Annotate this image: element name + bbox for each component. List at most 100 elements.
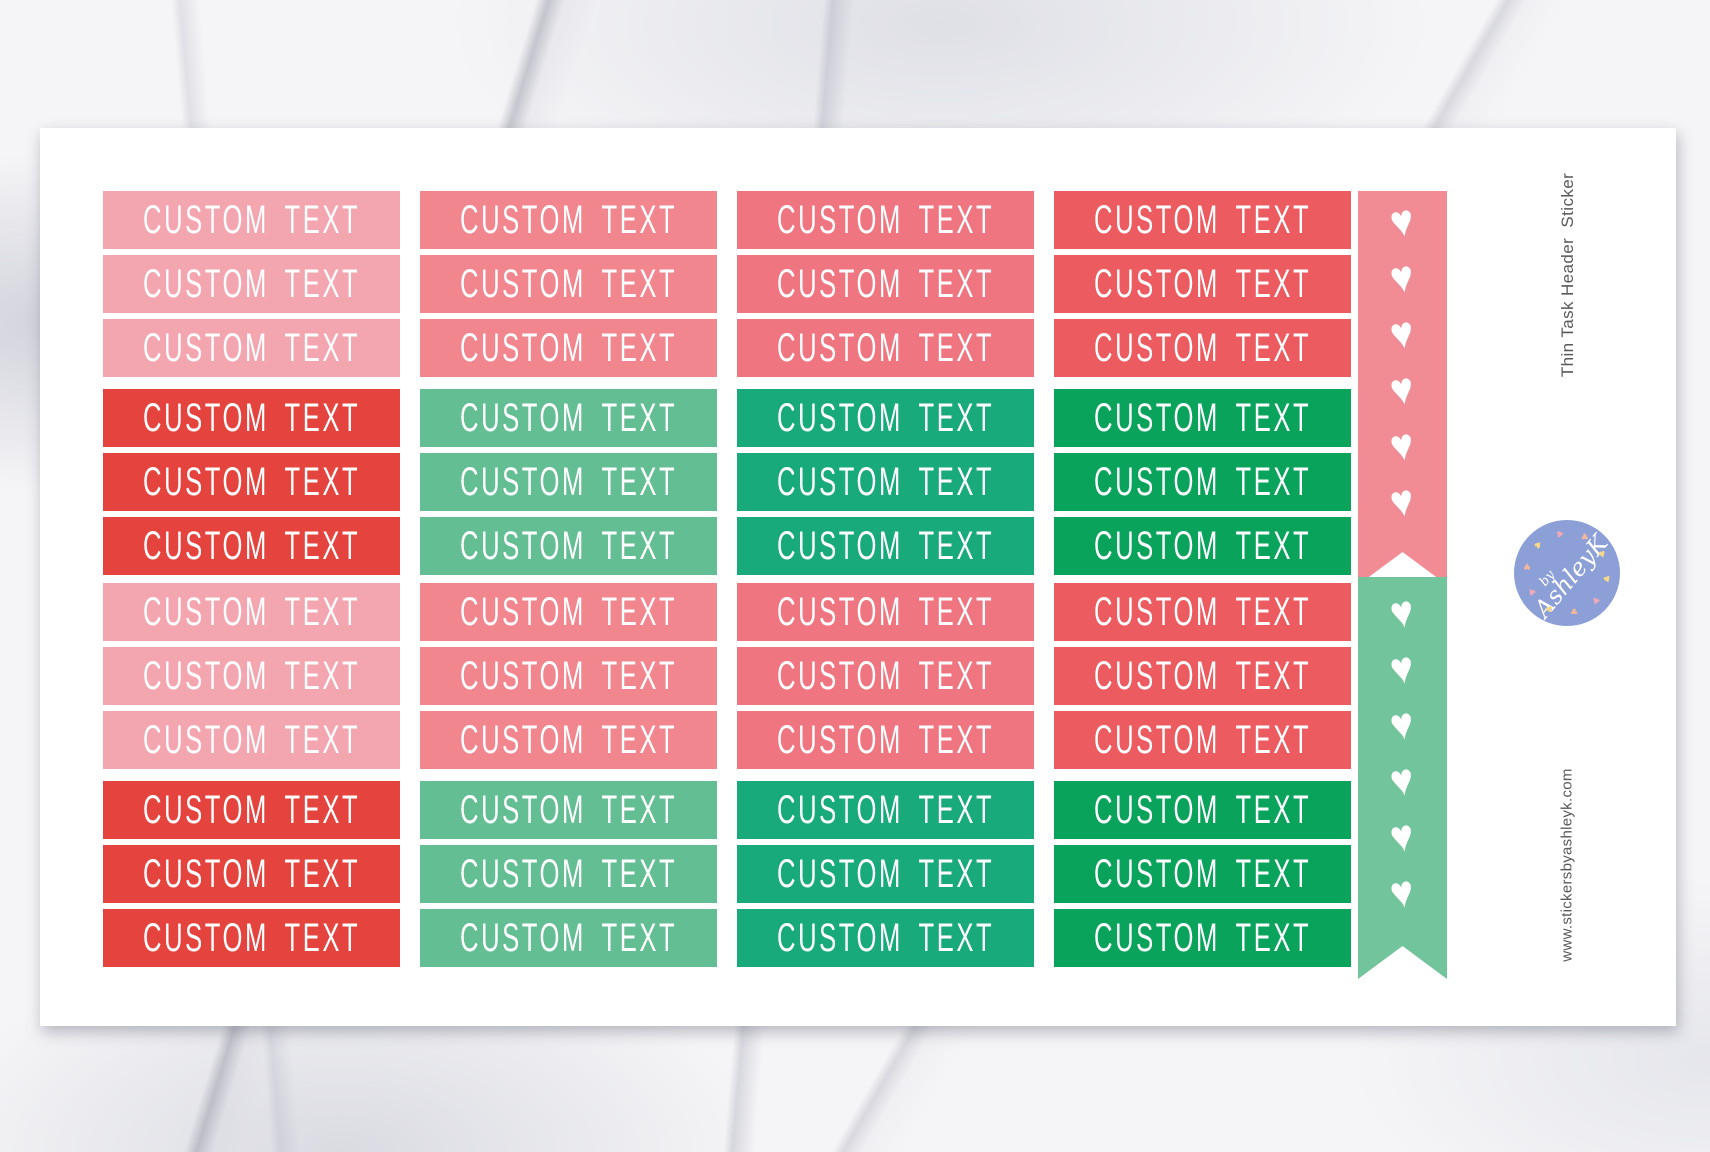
sticker-label: CUSTOM TEXT [776,654,995,698]
task-header-sticker: CUSTOM TEXT [737,389,1034,447]
sticker-label: CUSTOM TEXT [776,262,995,306]
logo-heart-icon: ♥ [1566,605,1582,619]
logo-heart-icon: ♥ [1523,560,1531,575]
sticker-label: CUSTOM TEXT [776,460,995,504]
product-name-vertical: Thin Task Header Sticker [1558,172,1577,378]
task-header-sticker: CUSTOM TEXT [737,583,1034,641]
task-header-sticker: CUSTOM TEXT [1054,319,1351,377]
task-header-sticker: CUSTOM TEXT [737,319,1034,377]
sticker-label: CUSTOM TEXT [776,524,995,568]
task-header-sticker: CUSTOM TEXT [1054,389,1351,447]
sticker-label: CUSTOM TEXT [459,718,678,762]
sticker-label: CUSTOM TEXT [1093,198,1312,242]
heart-strip-green: ♥ ♥ ♥ ♥ ♥ ♥ [1358,577,1447,979]
heart-icon: ♥ [1386,753,1419,808]
task-header-sticker: CUSTOM TEXT [737,909,1034,967]
task-header-sticker: CUSTOM TEXT [103,255,400,313]
sticker-label: CUSTOM TEXT [142,460,361,504]
sticker-label: CUSTOM TEXT [1093,788,1312,832]
sticker-label: CUSTOM TEXT [459,788,678,832]
heart-icon: ♥ [1386,306,1419,361]
heart-icon: ♥ [1386,362,1419,417]
task-header-sticker: CUSTOM TEXT [1054,255,1351,313]
sticker-label: CUSTOM TEXT [459,654,678,698]
sticker-label: CUSTOM TEXT [142,262,361,306]
task-header-sticker: CUSTOM TEXT [1054,191,1351,249]
sticker-label: CUSTOM TEXT [142,326,361,370]
task-header-sticker: CUSTOM TEXT [737,255,1034,313]
task-header-sticker: CUSTOM TEXT [737,453,1034,511]
task-header-sticker: CUSTOM TEXT [420,711,717,769]
task-header-sticker: CUSTOM TEXT [420,647,717,705]
task-header-sticker: CUSTOM TEXT [103,583,400,641]
task-header-sticker: CUSTOM TEXT [1054,781,1351,839]
task-header-sticker: CUSTOM TEXT [737,711,1034,769]
sticker-label: CUSTOM TEXT [1093,718,1312,762]
task-header-sticker: CUSTOM TEXT [420,781,717,839]
task-header-sticker: CUSTOM TEXT [737,517,1034,575]
sticker-label: CUSTOM TEXT [459,590,678,634]
task-header-sticker: CUSTOM TEXT [1054,583,1351,641]
task-header-sticker: CUSTOM TEXT [420,255,717,313]
logo-heart-icon: ♥ [1590,592,1602,609]
sticker-label: CUSTOM TEXT [1093,654,1312,698]
heart-icon: ♥ [1386,194,1419,249]
sticker-label: CUSTOM TEXT [776,718,995,762]
task-header-sticker: CUSTOM TEXT [737,781,1034,839]
sticker-label: CUSTOM TEXT [1093,396,1312,440]
heart-icon: ♥ [1386,585,1419,640]
task-header-sticker: CUSTOM TEXT [420,909,717,967]
task-header-sticker: CUSTOM TEXT [1054,845,1351,903]
sticker-label: CUSTOM TEXT [142,718,361,762]
sticker-label: CUSTOM TEXT [1093,916,1312,960]
task-header-sticker: CUSTOM TEXT [103,453,400,511]
sticker-label: CUSTOM TEXT [776,590,995,634]
task-header-sticker: CUSTOM TEXT [420,453,717,511]
task-header-sticker: CUSTOM TEXT [420,845,717,903]
sticker-label: CUSTOM TEXT [142,788,361,832]
sticker-label: CUSTOM TEXT [1093,326,1312,370]
task-header-sticker: CUSTOM TEXT [1054,647,1351,705]
sticker-label: CUSTOM TEXT [1093,524,1312,568]
task-header-sticker: CUSTOM TEXT [103,517,400,575]
sticker-label: CUSTOM TEXT [459,262,678,306]
task-header-sticker: CUSTOM TEXT [737,845,1034,903]
heart-strip-pink: ♥ ♥ ♥ ♥ ♥ ♥ [1358,191,1447,585]
task-header-sticker: CUSTOM TEXT [103,781,400,839]
logo-heart-icon: ♥ [1530,537,1546,553]
sticker-sheet: CUSTOM TEXT CUSTOM TEXT CUSTOM TEXT CUSTOM … [40,128,1676,1026]
task-header-sticker: CUSTOM TEXT [420,191,717,249]
task-header-sticker: CUSTOM TEXT [1054,909,1351,967]
task-header-sticker: CUSTOM TEXT [103,845,400,903]
logo-heart-icon: ♥ [1552,528,1568,539]
task-header-sticker: CUSTOM TEXT [103,909,400,967]
task-header-sticker: CUSTOM TEXT [1054,453,1351,511]
task-header-sticker: CUSTOM TEXT [1054,711,1351,769]
heart-icon: ♥ [1386,697,1419,752]
task-header-sticker: CUSTOM TEXT [737,647,1034,705]
task-header-sticker: CUSTOM TEXT [737,191,1034,249]
sticker-label: CUSTOM TEXT [142,916,361,960]
sticker-label: CUSTOM TEXT [776,916,995,960]
task-header-sticker: CUSTOM TEXT [420,517,717,575]
task-header-sticker: CUSTOM TEXT [420,319,717,377]
sticker-label: CUSTOM TEXT [459,198,678,242]
brand-logo: by AshleyK ♥ ♥ ♥ ♥ ♥ ♥ ♥ ♥ ♥ ♥ [1514,520,1620,626]
sticker-label: CUSTOM TEXT [1093,262,1312,306]
sticker-label: CUSTOM TEXT [1093,852,1312,896]
sticker-label: CUSTOM TEXT [459,852,678,896]
sticker-label: CUSTOM TEXT [459,524,678,568]
sticker-label: CUSTOM TEXT [1093,460,1312,504]
sticker-label: CUSTOM TEXT [776,326,995,370]
sticker-label: CUSTOM TEXT [776,852,995,896]
sticker-label: CUSTOM TEXT [142,654,361,698]
sticker-label: CUSTOM TEXT [776,788,995,832]
heart-icon: ♥ [1386,418,1419,473]
sticker-label: CUSTOM TEXT [459,396,678,440]
sticker-label: CUSTOM TEXT [776,396,995,440]
task-header-sticker: CUSTOM TEXT [103,711,400,769]
logo-heart-icon: ♥ [1600,570,1613,587]
sticker-label: CUSTOM TEXT [142,198,361,242]
task-header-sticker: CUSTOM TEXT [1054,517,1351,575]
